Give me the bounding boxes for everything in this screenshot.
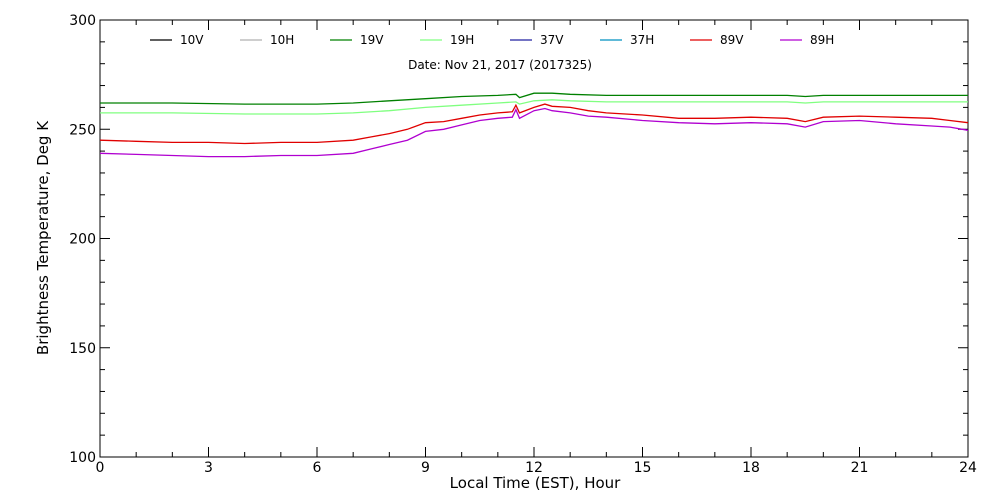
x-tick-label: 0 xyxy=(96,460,105,476)
y-tick-label: 150 xyxy=(69,341,96,357)
x-tick-label: 24 xyxy=(959,460,977,476)
x-tick-label: 3 xyxy=(204,460,213,476)
x-tick-label: 9 xyxy=(421,460,430,476)
series-lines xyxy=(99,92,969,158)
series-line-89h xyxy=(99,107,969,158)
legend: 10V 10H 19V 19H 37V 37H 89V 89H xyxy=(150,33,834,47)
y-tick-label: 100 xyxy=(69,450,96,466)
x-tick-label: 6 xyxy=(313,460,322,476)
date-subtitle: Date: Nov 21, 2017 (2017325) xyxy=(408,58,592,72)
legend-label-10v: 10V xyxy=(180,33,204,47)
legend-label-37v: 37V xyxy=(540,33,564,47)
x-tick-label: 18 xyxy=(742,460,760,476)
series-line-19h xyxy=(100,99,968,115)
y-axis-title: Brightness Temperature, Deg K xyxy=(34,120,52,355)
series-line-19v xyxy=(100,92,968,105)
x-axis-title: Local Time (EST), Hour xyxy=(450,474,621,492)
y-tick-label: 250 xyxy=(69,122,96,138)
x-tick-label: 15 xyxy=(634,460,652,476)
axes: 0 3 6 9 12 15 18 21 24 100 150 200 250 300 xyxy=(69,13,977,476)
y-tick-label: 300 xyxy=(69,13,96,29)
y-tick-label: 200 xyxy=(69,232,96,248)
legend-label-37h: 37H xyxy=(630,33,654,47)
legend-label-10h: 10H xyxy=(270,33,294,47)
legend-label-19h: 19H xyxy=(450,33,474,47)
x-tick-label: 12 xyxy=(525,460,543,476)
legend-label-89h: 89H xyxy=(810,33,834,47)
plot-frame xyxy=(99,19,969,458)
legend-label-19v: 19V xyxy=(360,33,384,47)
series-line-89v xyxy=(99,103,969,145)
x-tick-label: 21 xyxy=(851,460,869,476)
legend-label-89v: 89V xyxy=(720,33,744,47)
